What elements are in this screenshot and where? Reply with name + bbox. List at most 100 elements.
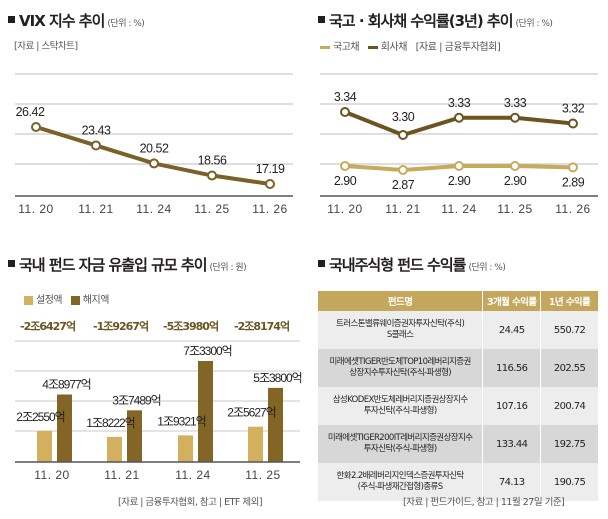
outflow-bar: [127, 410, 142, 462]
return-3m-cell: 116.56: [482, 349, 541, 387]
data-point: [510, 161, 520, 171]
x-tick-label: 11. 21: [385, 202, 420, 216]
data-label: 2.90: [504, 174, 527, 188]
fund-name-line1: 트러스톤밸류웨이증권자투자신탁(주식): [336, 319, 465, 329]
fundflow-unit: (단위 : 원): [209, 263, 247, 273]
data-point: [340, 161, 350, 171]
data-point: [207, 170, 217, 181]
return-3m-cell: 24.45: [482, 311, 541, 349]
data-point: [31, 122, 41, 132]
fund-name-cell: 한화2.2배레버리지인덱스증권투자신탁 (주식-파생재간접형)종류S: [318, 463, 483, 501]
data-label: 3.33: [504, 96, 527, 110]
data-point: [510, 112, 520, 123]
fundreturn-title-text: 국내주식형 펀드 수익률: [329, 256, 466, 274]
outflow-legend-label: 해지액: [82, 295, 110, 306]
data-label: 23.43: [82, 123, 111, 137]
data-point: [454, 161, 464, 171]
bond-chart-title: 국고 · 회사채 수익률(3년) 추이 (단위 : %): [318, 10, 553, 31]
data-label: 2.87: [392, 178, 415, 192]
table-header-row: 펀드명 3개월 수익률 1년 수익률: [318, 291, 598, 311]
fund-name-cell: 삼성KODEX반도체레버리지증권상장지수 투자신탁(주식-파생형): [318, 387, 483, 425]
fundreturn-source: [자료 | 펀드가이드, 참고 | 11월 27일 기준]: [403, 497, 565, 508]
title-bullet-icon: [8, 260, 15, 267]
outflow-bar: [198, 361, 213, 462]
x-tick-label: 11. 24: [175, 468, 210, 482]
col-1y-return: 1년 수익률: [540, 291, 598, 311]
net-flow-label: -2조8174억: [234, 320, 290, 333]
x-tick-label: 11. 21: [104, 468, 139, 482]
fund-name-line2: (주식-파생재간접형)종류S: [357, 482, 444, 492]
fund-name-cell: 미래에셋TIGER반도체TOP10레버리지증권 상장지수투자신탁(주식-파생형): [318, 349, 483, 387]
data-label: 2.89: [562, 175, 585, 189]
data-label: 17.19: [256, 162, 285, 176]
net-flow-label: -5조3980억: [163, 320, 219, 333]
table-row: 삼성KODEX반도체레버리지증권상장지수 투자신탁(주식-파생형) 107.16 …: [318, 387, 598, 425]
fundflow-source: [자료 | 금융투자협회, 참고 | ETF 제외]: [118, 497, 263, 508]
data-point: [149, 158, 159, 169]
data-label: 2.90: [334, 174, 357, 188]
data-label: 3.32: [562, 102, 585, 116]
return-1y-cell: 190.75: [540, 463, 598, 501]
corp-bond-legend-swatch: [367, 45, 378, 49]
inflow-bar: [178, 435, 193, 462]
fundflow-legend: 설정액 해지액: [24, 291, 109, 306]
fund-name-line2: 상장지수투자신탁(주식-파생형): [349, 368, 452, 378]
net-flow-label: -1조9267억: [93, 320, 149, 333]
data-point: [568, 162, 578, 173]
data-point: [265, 179, 275, 189]
inflow-legend-swatch: [24, 295, 33, 305]
x-tick-label: 11. 20: [34, 468, 69, 482]
series-line-VIX: [35, 125, 271, 186]
x-tick-label: 11. 25: [245, 468, 280, 482]
outflow-bar: [57, 394, 72, 462]
vix-chart-title: VIX 지수 추이 (단위 : %): [8, 10, 145, 31]
fundreturn-unit: (단위 : %): [468, 263, 506, 273]
return-3m-cell: 107.16: [482, 387, 541, 425]
data-point: [454, 112, 464, 123]
fund-name-line2: 투자신탁(주식-파생형): [363, 444, 437, 454]
bond-legend: 국고채 회사채 [자료 | 금융투자협회]: [320, 38, 501, 53]
bond-unit: (단위 : %): [515, 19, 553, 29]
data-label: 3.30: [392, 110, 415, 124]
return-1y-cell: 192.75: [540, 425, 598, 463]
inflow-bar: [248, 426, 263, 462]
data-point: [398, 130, 408, 140]
outflow-bar: [268, 387, 283, 462]
vix-unit: (단위 : %): [107, 19, 145, 29]
bond-title-text: 국고 · 회사채 수익률(3년) 추이: [329, 12, 514, 30]
govt-bond-legend-label: 국고채: [333, 42, 360, 53]
data-label: 2.90: [448, 174, 471, 188]
data-label: 18.56: [198, 154, 227, 168]
title-bullet-icon: [318, 260, 325, 267]
x-tick-label: 11. 25: [194, 202, 229, 216]
corp-bond-legend-label: 회사채: [380, 42, 408, 53]
fund-name-cell: 트러스톤밸류웨이증권자투자신탁(주식) S클래스: [318, 311, 483, 349]
x-tick-label: 11. 25: [497, 202, 532, 216]
vix-source: [자료 | 스탁차트]: [14, 41, 78, 52]
outflow-legend-swatch: [70, 295, 80, 305]
fundflow-title-text: 국내 펀드 자금 유출입 규모 추이: [19, 256, 208, 274]
fundreturn-title: 국내주식형 펀드 수익률 (단위 : %): [318, 254, 506, 275]
return-3m-cell: 133.44: [482, 425, 541, 463]
inflow-bar: [107, 436, 122, 462]
data-label: 26.42: [16, 105, 45, 119]
return-1y-cell: 202.55: [540, 349, 598, 387]
x-tick-label: 11. 21: [78, 202, 113, 216]
data-point: [398, 165, 408, 175]
x-tick-label: 11. 24: [136, 202, 171, 216]
bar-value-label: 4조8977억: [42, 378, 90, 392]
table-row: 미래에셋TIGER200IT레버리지증권상장지수 투자신탁(주식-파생형) 133…: [318, 425, 598, 463]
table-row: 한화2.2배레버리지인덱스증권투자신탁 (주식-파생재간접형)종류S 74.13 …: [318, 463, 598, 501]
x-tick-label: 11. 20: [327, 202, 362, 216]
govt-bond-legend-swatch: [320, 45, 330, 49]
return-3m-cell: 74.13: [482, 463, 541, 501]
fundflow-chart-title: 국내 펀드 자금 유출입 규모 추이 (단위 : 원): [8, 254, 247, 275]
title-bullet-icon: [8, 16, 15, 23]
data-label: 20.52: [140, 141, 169, 155]
data-label: 3.34: [334, 90, 357, 104]
x-tick-label: 11. 26: [252, 202, 287, 216]
col-3m-return: 3개월 수익률: [482, 291, 541, 311]
bar-value-label: 1조8222억: [86, 416, 134, 430]
fund-name-line1: 미래에셋TIGER200IT레버리지증권상장지수: [327, 433, 473, 443]
